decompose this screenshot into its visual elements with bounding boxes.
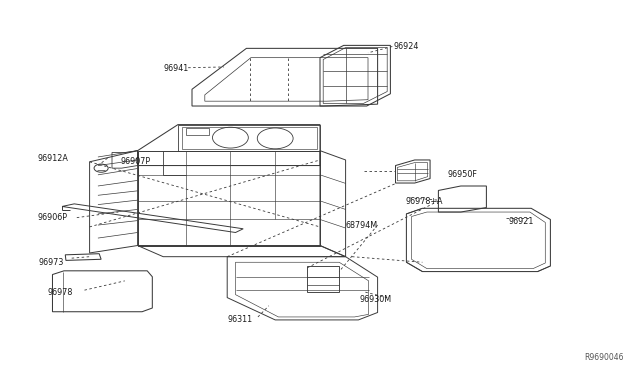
Text: R9690046: R9690046	[584, 353, 624, 362]
Text: 96921: 96921	[509, 217, 534, 226]
Text: 96311: 96311	[227, 315, 252, 324]
Text: 96941: 96941	[163, 64, 188, 73]
Text: 96907P: 96907P	[120, 157, 150, 166]
Text: 96906P: 96906P	[37, 213, 67, 222]
Text: 96950F: 96950F	[448, 170, 478, 179]
Text: 68794M: 68794M	[346, 221, 378, 230]
Text: 96924: 96924	[394, 42, 419, 51]
Text: 96973: 96973	[38, 258, 64, 267]
Text: 96930M: 96930M	[360, 295, 392, 304]
Text: 96912A: 96912A	[37, 154, 68, 163]
Text: 96978: 96978	[48, 288, 74, 296]
Text: 96978+A: 96978+A	[405, 197, 443, 206]
